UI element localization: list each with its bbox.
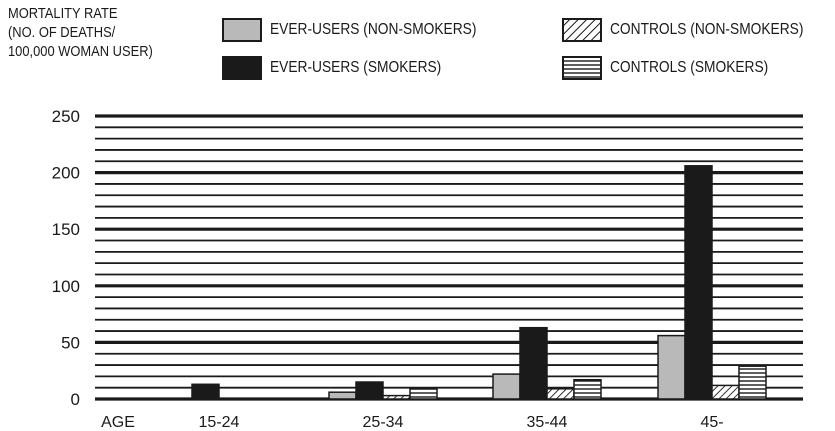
x-tick-label: 25-34 bbox=[363, 414, 404, 431]
bar-horizontal-25-34 bbox=[409, 388, 438, 400]
bar-solid-45- bbox=[684, 165, 713, 400]
bar-solid-35-44 bbox=[519, 326, 548, 400]
x-tick-label: 35-44 bbox=[527, 414, 568, 431]
legend-label-ever-users-non-smokers: EVER-USERS (NON-SMOKERS) bbox=[270, 21, 477, 38]
x-axis-labels: AGE 15-24 25-34 35-44 45- bbox=[101, 414, 723, 431]
bar-horizontal-45- bbox=[738, 365, 767, 400]
legend-item-controls-non-smokers: CONTROLS (NON-SMOKERS) bbox=[562, 18, 835, 42]
bar-horizontal-35-44 bbox=[573, 379, 602, 400]
legend-swatch-gray bbox=[222, 18, 262, 42]
y-tick-label: 200 bbox=[52, 164, 80, 183]
x-axis-title: AGE bbox=[101, 414, 135, 431]
bar-gray-45- bbox=[657, 334, 686, 400]
x-tick-label: 15-24 bbox=[199, 414, 240, 431]
y-axis-ticks: 0 50 100 150 200 250 bbox=[52, 107, 80, 409]
legend-swatch-diagonal bbox=[562, 18, 602, 42]
y-tick-label: 150 bbox=[52, 220, 80, 239]
bar-gray-35-44 bbox=[492, 373, 521, 400]
bar-solid-15-24 bbox=[191, 383, 220, 400]
bar-diagonal-35-44 bbox=[546, 388, 575, 400]
bars bbox=[191, 165, 767, 400]
legend-swatch-solid bbox=[222, 56, 262, 80]
y-tick-label: 250 bbox=[52, 107, 80, 126]
bar-gray-25-34 bbox=[328, 391, 357, 400]
y-tick-label: 100 bbox=[52, 277, 80, 296]
legend-label-controls-smokers: CONTROLS (SMOKERS) bbox=[610, 59, 769, 76]
bar-solid-25-34 bbox=[355, 381, 384, 400]
x-tick-label: 45- bbox=[700, 414, 723, 431]
bar-diagonal-25-34 bbox=[382, 394, 411, 400]
y-axis-title-line-1: MORTALITY RATE bbox=[8, 5, 118, 22]
legend-item-ever-users-smokers: EVER-USERS (SMOKERS) bbox=[222, 56, 469, 80]
y-axis-title-line-3: 100,000 WOMAN USER) bbox=[8, 43, 153, 60]
legend-swatch-horizontal bbox=[562, 56, 602, 80]
bar-diagonal-45- bbox=[711, 384, 740, 400]
legend-label-ever-users-smokers: EVER-USERS (SMOKERS) bbox=[270, 59, 442, 76]
legend-item-controls-smokers: CONTROLS (SMOKERS) bbox=[562, 56, 794, 80]
y-tick-label: 50 bbox=[61, 333, 80, 352]
legend-label-controls-non-smokers: CONTROLS (NON-SMOKERS) bbox=[610, 21, 804, 38]
legend-item-ever-users-non-smokers: EVER-USERS (NON-SMOKERS) bbox=[222, 18, 510, 42]
y-axis-title-line-2: (NO. OF DEATHS/ bbox=[8, 24, 116, 41]
y-tick-label: 0 bbox=[71, 390, 80, 409]
